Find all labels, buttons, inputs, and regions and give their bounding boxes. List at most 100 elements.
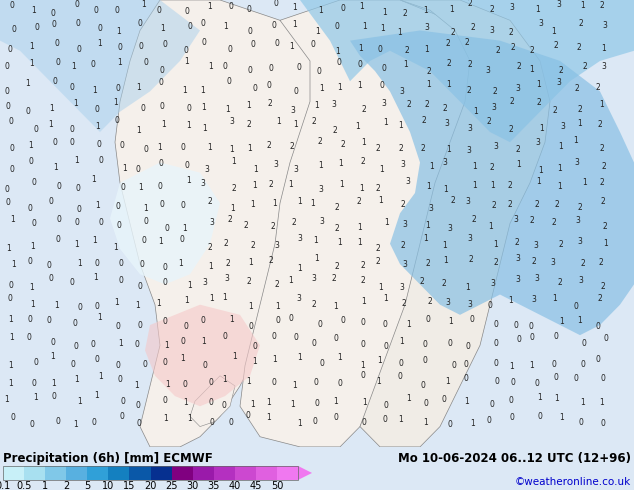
Text: 0: 0 [383, 415, 387, 424]
Bar [214, 466, 235, 480]
Text: 1: 1 [164, 414, 168, 423]
Text: 1: 1 [29, 283, 34, 293]
Text: 0: 0 [181, 337, 186, 345]
Text: 0: 0 [313, 417, 318, 426]
Text: 0: 0 [253, 84, 257, 94]
Text: 1: 1 [470, 419, 475, 428]
Polygon shape [145, 305, 260, 406]
Text: 0: 0 [7, 294, 12, 303]
Text: 1: 1 [448, 317, 453, 326]
Text: 2: 2 [471, 215, 476, 224]
Text: 1: 1 [557, 182, 562, 191]
Text: 1: 1 [362, 22, 366, 30]
Bar [172, 466, 193, 480]
Text: 1: 1 [208, 262, 213, 270]
Text: 1: 1 [186, 121, 191, 130]
Text: 1: 1 [398, 122, 403, 130]
Text: 2: 2 [578, 203, 582, 212]
Text: 1: 1 [248, 258, 253, 267]
Text: 0: 0 [94, 6, 98, 15]
Text: 3: 3 [492, 103, 496, 112]
Text: 0: 0 [596, 356, 601, 365]
Text: 1: 1 [337, 83, 342, 92]
Text: 1: 1 [376, 377, 380, 386]
Text: 1: 1 [136, 83, 141, 92]
Text: 0: 0 [183, 380, 188, 390]
Text: 1: 1 [356, 122, 360, 131]
Text: 2: 2 [577, 43, 581, 51]
Text: 3: 3 [490, 279, 495, 288]
Text: 2: 2 [271, 222, 275, 231]
Text: 0: 0 [574, 374, 579, 383]
Text: 0: 0 [34, 125, 39, 134]
Text: 3: 3 [293, 165, 298, 174]
Text: 1: 1 [493, 241, 498, 249]
Text: 1: 1 [318, 6, 323, 15]
Text: 2: 2 [551, 218, 556, 227]
Text: 3: 3 [551, 258, 556, 267]
Text: 2: 2 [224, 239, 228, 248]
Text: 0: 0 [76, 19, 81, 28]
Text: 2: 2 [494, 258, 498, 267]
Text: 0: 0 [510, 378, 515, 388]
Bar [45, 466, 66, 480]
Text: 1: 1 [450, 5, 454, 14]
Text: 3: 3 [224, 274, 229, 283]
Text: 0: 0 [451, 361, 456, 370]
Text: 1: 1 [209, 294, 214, 303]
Text: 1: 1 [384, 294, 389, 303]
Text: 0: 0 [49, 197, 53, 206]
Text: 2: 2 [401, 200, 405, 210]
Text: 1: 1 [93, 273, 98, 282]
Text: 0: 0 [115, 5, 120, 15]
Text: 2: 2 [529, 46, 534, 55]
Text: 0: 0 [119, 276, 124, 285]
Text: 1: 1 [357, 238, 362, 247]
Text: 3: 3 [200, 179, 205, 189]
Text: 1: 1 [337, 353, 342, 362]
Text: 1: 1 [9, 315, 13, 324]
Text: 2: 2 [247, 120, 251, 129]
Text: 0: 0 [534, 379, 540, 388]
Text: 3: 3 [403, 220, 408, 229]
Text: 3: 3 [332, 100, 337, 109]
Text: 3: 3 [202, 278, 207, 287]
Text: 0: 0 [510, 413, 515, 422]
Text: 1: 1 [223, 375, 227, 384]
Text: 0: 0 [314, 399, 320, 408]
Text: 0: 0 [97, 24, 102, 33]
Text: 0: 0 [30, 419, 35, 429]
Text: 3: 3 [539, 19, 543, 28]
Text: 1: 1 [93, 86, 98, 95]
Text: 1: 1 [138, 183, 143, 192]
Text: 1: 1 [310, 199, 314, 208]
Text: 2: 2 [467, 86, 471, 95]
Text: 1: 1 [74, 240, 79, 249]
Text: 1: 1 [117, 58, 122, 67]
Text: 0: 0 [55, 417, 60, 426]
Text: 1: 1 [30, 300, 36, 309]
Text: 2: 2 [517, 62, 521, 71]
Text: 0: 0 [272, 332, 276, 341]
Text: 0: 0 [250, 40, 256, 49]
Text: 0.5: 0.5 [16, 481, 32, 490]
Text: 2: 2 [558, 240, 563, 249]
Text: 0: 0 [116, 221, 121, 230]
Text: 0: 0 [448, 339, 453, 347]
Text: 0: 0 [160, 66, 164, 74]
Text: 0: 0 [581, 339, 586, 348]
Text: 2: 2 [489, 163, 494, 172]
Text: 3: 3 [576, 216, 581, 225]
Text: 0: 0 [120, 141, 125, 150]
Text: 1: 1 [515, 160, 521, 169]
Text: 2: 2 [268, 98, 272, 108]
Text: 0: 0 [379, 81, 384, 90]
Text: 0.1: 0.1 [0, 481, 11, 490]
Text: 1: 1 [446, 80, 451, 89]
Text: 0: 0 [139, 260, 144, 269]
Text: 3: 3 [556, 0, 561, 9]
Text: 3: 3 [382, 99, 386, 108]
Text: 0: 0 [120, 183, 125, 192]
Text: 1: 1 [573, 136, 578, 145]
Text: 1: 1 [272, 198, 277, 208]
